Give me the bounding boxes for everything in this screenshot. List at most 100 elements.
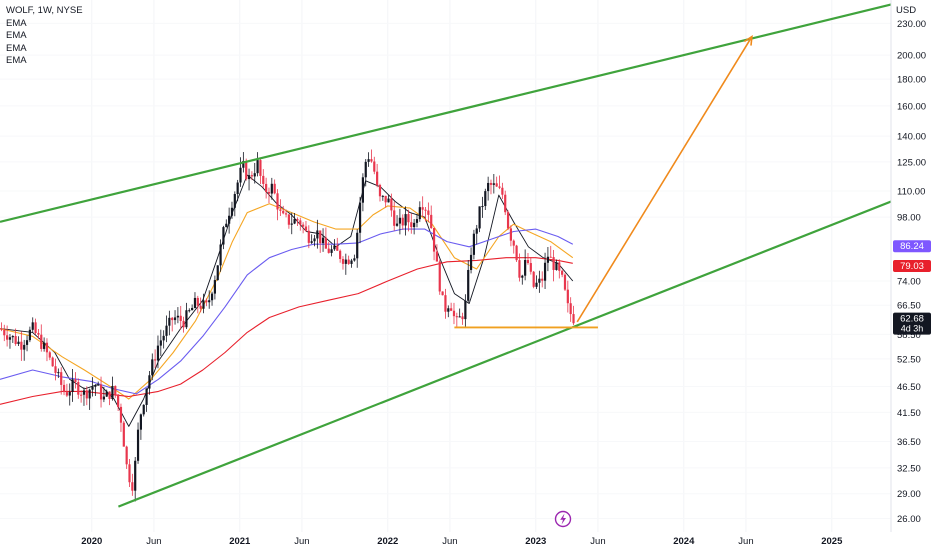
candle-body xyxy=(119,406,123,423)
candle-body xyxy=(339,250,342,259)
candle-body xyxy=(341,258,345,264)
candle-body xyxy=(373,161,376,172)
candle-body xyxy=(225,223,228,228)
candle-body xyxy=(492,183,495,185)
candle-body xyxy=(282,210,285,214)
candle-body xyxy=(265,183,268,192)
price-axis[interactable]: USD 230.00 200.00 180.00 160.00 140.00 125.00… xyxy=(893,5,931,525)
candle-body xyxy=(299,220,302,225)
candle-body xyxy=(467,269,470,301)
candle-body xyxy=(250,175,253,177)
candle-body xyxy=(279,209,282,211)
lightning-icon[interactable] xyxy=(554,510,572,528)
candle-body xyxy=(37,332,40,335)
price-badge xyxy=(893,260,931,273)
candle-body xyxy=(273,183,276,194)
indicator-ema-1[interactable]: EMA xyxy=(6,17,27,29)
candle-body xyxy=(236,182,239,195)
candle-body xyxy=(367,159,370,162)
candle-body xyxy=(193,297,197,308)
candle-body xyxy=(296,219,299,221)
candle-body xyxy=(358,202,362,233)
trendline-upper-channel[interactable] xyxy=(0,3,892,223)
candle-body xyxy=(247,175,251,180)
projection-arrow[interactable] xyxy=(576,36,753,323)
candle-body xyxy=(563,274,567,290)
candle-body xyxy=(57,372,60,374)
candle-body xyxy=(233,194,236,208)
drawings xyxy=(0,3,892,508)
candle-body xyxy=(259,160,262,176)
trendline-lower-channel[interactable] xyxy=(118,200,892,508)
y-tick-label: 29.00 xyxy=(897,489,921,500)
indicator-ema-2[interactable]: EMA xyxy=(6,30,27,41)
candle-body xyxy=(230,207,234,216)
time-axis[interactable]: 2020 Jun 2021 Jun 2022 Jun 2023 Jun 2024 Jun 2025 xyxy=(81,536,843,547)
candle-body xyxy=(313,238,316,242)
candle-body xyxy=(376,171,379,185)
candle-body xyxy=(504,194,507,213)
candle-body xyxy=(404,214,407,226)
candle-body xyxy=(509,228,513,241)
candle-body xyxy=(469,254,473,270)
candle-body xyxy=(333,245,336,250)
indicator-ema-4[interactable]: EMA xyxy=(6,55,27,66)
candle-body xyxy=(82,390,86,395)
y-tick-label: 36.50 xyxy=(897,437,921,448)
candle-body xyxy=(501,187,504,195)
x-tick-label: Jun xyxy=(590,536,605,547)
y-tick-label: 160.00 xyxy=(897,101,926,112)
indicator-ema-3[interactable]: EMA xyxy=(6,42,27,54)
candle-body xyxy=(34,322,37,333)
y-tick-label: 46.50 xyxy=(897,382,921,393)
candle-body xyxy=(125,446,128,465)
candle-body xyxy=(452,310,456,317)
candle-body xyxy=(191,307,194,311)
candle-body xyxy=(532,271,535,287)
candle-body xyxy=(68,391,71,396)
candle-body xyxy=(472,233,476,255)
y-tick-label: 32.50 xyxy=(897,463,921,474)
candle-body xyxy=(48,352,51,358)
candle-body xyxy=(287,214,290,225)
y-tick-label: 125.00 xyxy=(897,157,926,168)
candle-body xyxy=(142,404,145,415)
candle-body xyxy=(424,209,427,211)
candle-body xyxy=(74,379,77,383)
candle-body xyxy=(353,258,356,261)
candle-body xyxy=(361,177,365,203)
candle-body xyxy=(415,219,419,223)
x-tick-label: 2020 xyxy=(81,536,102,547)
candle-body xyxy=(410,222,413,228)
ema-line-3 xyxy=(0,228,574,395)
candle-body xyxy=(20,341,23,350)
chart-legend: WOLF, 1W, NYSE EMA EMA EMA EMA xyxy=(6,5,83,68)
candle-body xyxy=(185,310,188,328)
candle-body xyxy=(524,260,527,276)
candle-body xyxy=(105,391,108,397)
candle-body xyxy=(526,260,530,264)
price-badge xyxy=(893,240,931,253)
y-tick-label: 180.00 xyxy=(897,75,926,86)
candle-body xyxy=(518,260,521,278)
candle-body xyxy=(569,303,572,315)
candle-body xyxy=(25,340,29,345)
candle-body xyxy=(572,314,575,324)
candle-body xyxy=(535,282,538,287)
candle-body xyxy=(270,183,273,194)
candle-body xyxy=(267,191,271,194)
candle-body xyxy=(310,241,313,243)
y-tick-label: 200.00 xyxy=(897,51,926,62)
candle-body xyxy=(393,210,396,226)
candle-body xyxy=(398,217,402,224)
candle-body xyxy=(80,394,83,396)
candle-body xyxy=(14,336,17,345)
candle-body xyxy=(228,215,231,224)
candle-body xyxy=(464,300,467,320)
price-badge-label: 62.68 xyxy=(900,314,924,325)
symbol-label[interactable]: WOLF, 1W, NYSE xyxy=(6,5,83,16)
candle-body xyxy=(245,160,248,180)
candle-body xyxy=(139,414,142,430)
candle-body xyxy=(549,256,552,258)
